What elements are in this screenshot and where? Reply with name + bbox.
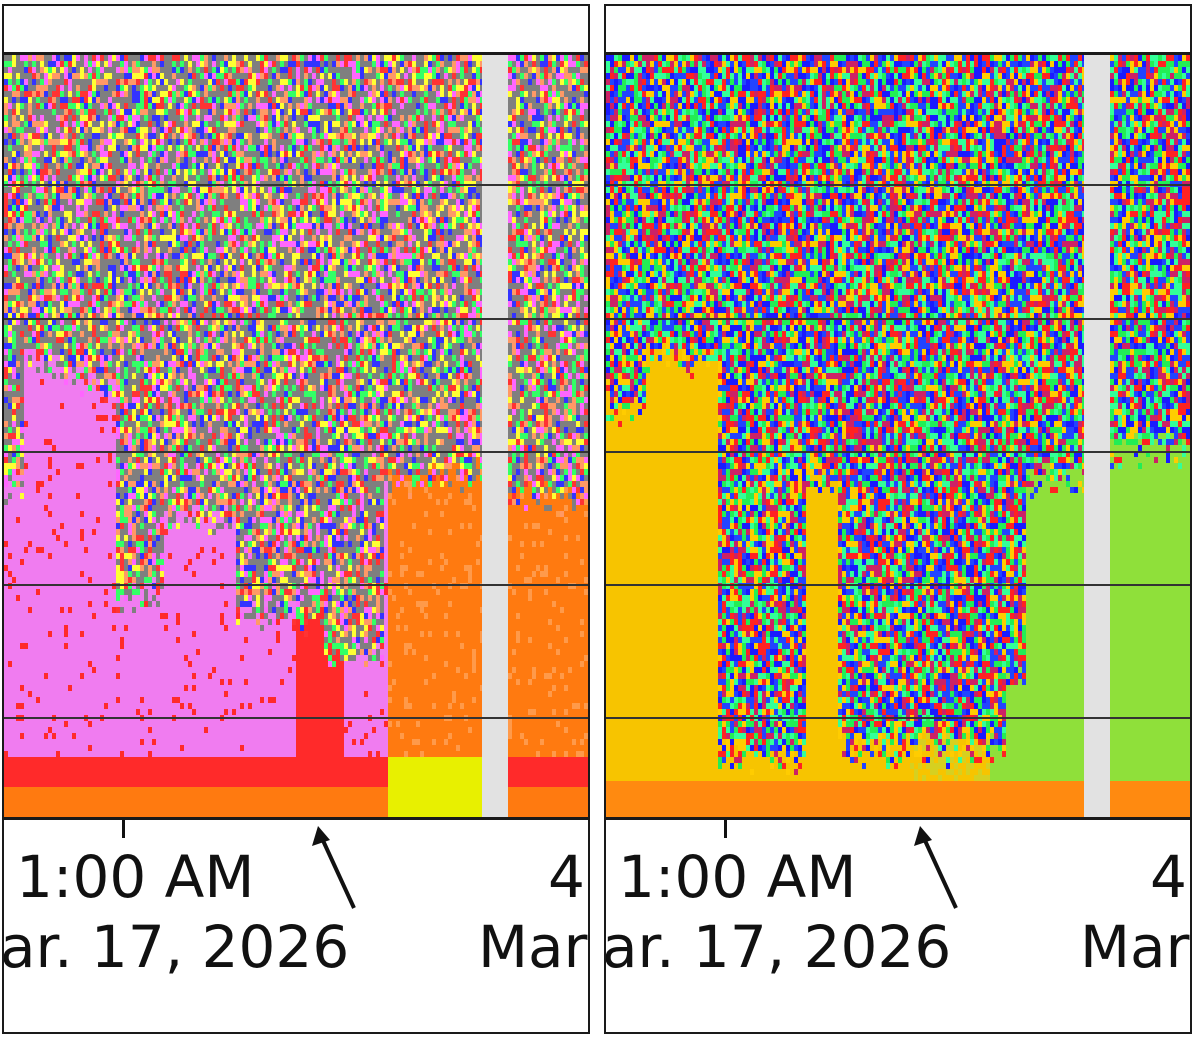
x-tick-label-time: 4: [1150,848,1190,906]
x-tick-mark [724,820,727,838]
right-heatmap [606,55,1190,817]
left-chart-panel: 1:00 AM ar. 17, 2026 4: Mar. [2,4,590,1034]
x-tick-label-date: Mar. [1080,918,1190,976]
arrow-icon [914,826,958,909]
right-chart-panel: 1:00 AM ar. 17, 2026 4: Mar. [604,4,1192,1034]
left-heatmap-plot [4,52,588,820]
x-tick-label-time: 1:00 AM [618,848,856,906]
right-heatmap-plot [606,52,1190,820]
right-x-axis: 1:00 AM ar. 17, 2026 4: Mar. [606,820,1190,1032]
x-tick-label-date: Mar. [478,918,588,976]
x-tick-mark [122,820,125,838]
x-tick-label-time: 4: [548,848,588,906]
data-gap-band [1084,55,1110,817]
data-gap-band [482,55,508,817]
left-x-axis: 1:00 AM ar. 17, 2026 4: Mar. [4,820,588,1032]
arrow-icon [312,826,356,909]
x-tick-label-date: ar. 17, 2026 [4,918,349,976]
x-tick-label-date: ar. 17, 2026 [606,918,951,976]
x-tick-label-time: 1:00 AM [16,848,254,906]
left-heatmap [4,55,588,817]
